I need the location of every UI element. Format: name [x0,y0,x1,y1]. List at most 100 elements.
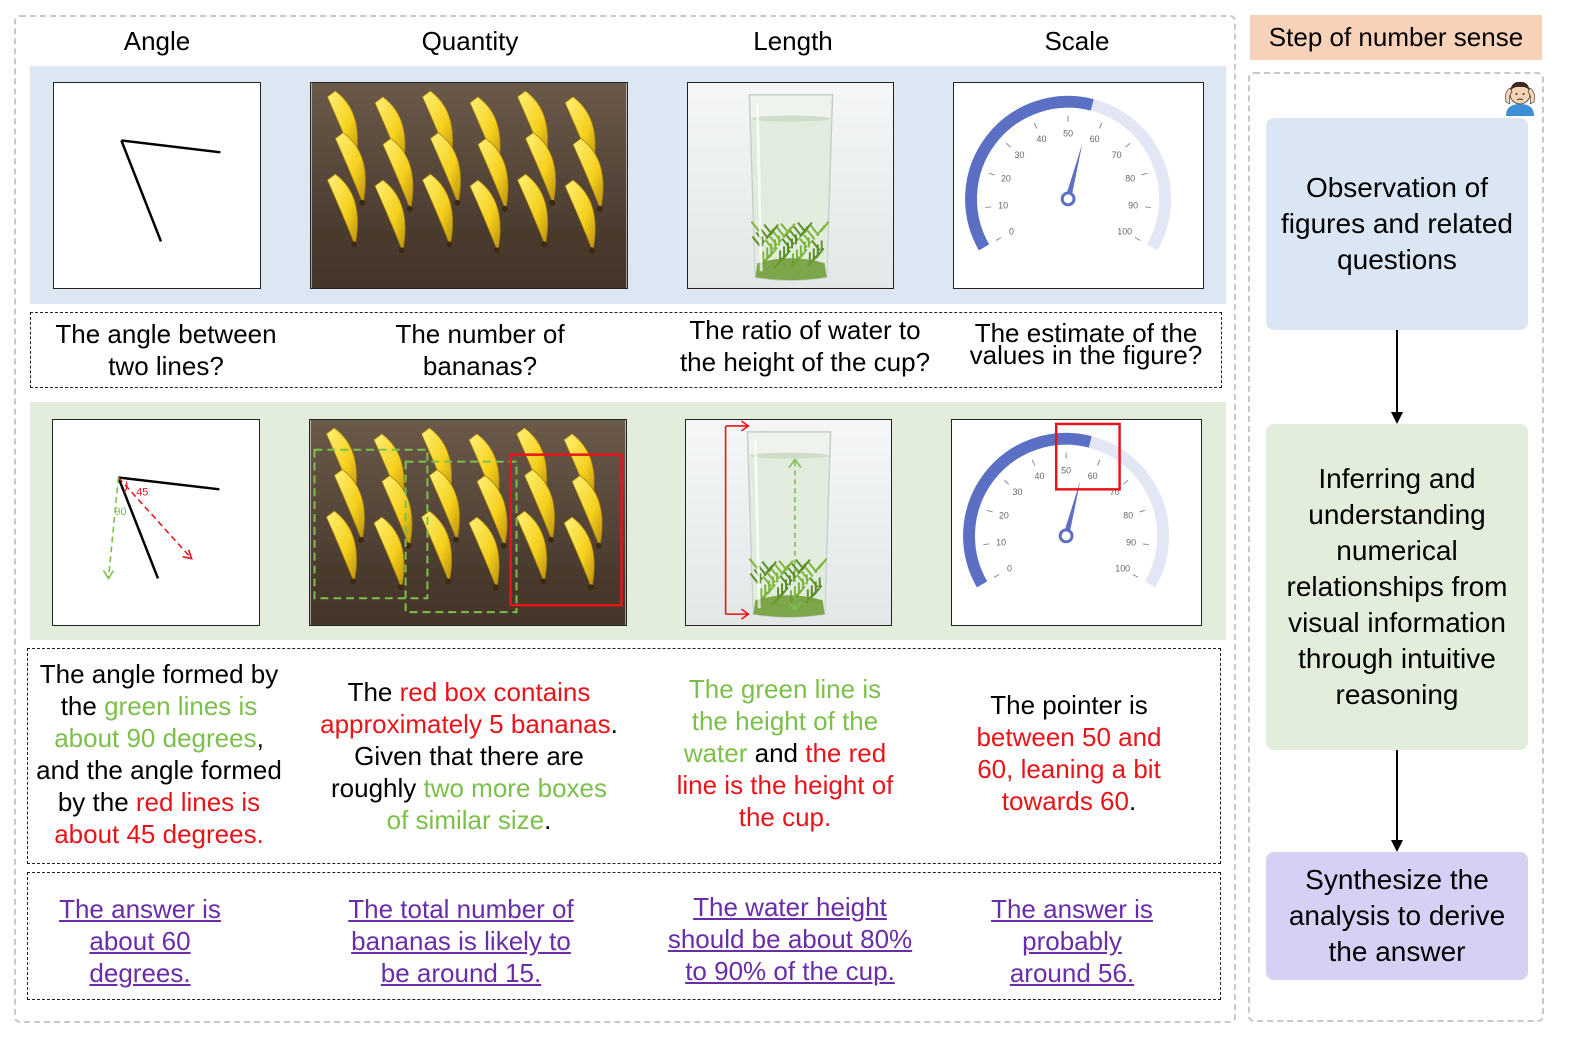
gauge-tick-label: 70 [1112,150,1122,160]
step-observation: Observation of figures and related quest… [1266,118,1528,330]
column-header-scale: Scale [1044,26,1110,56]
answers-box [27,872,1221,1000]
analysis-angle-line-4: and the angle formed [36,755,282,785]
analysis-quantity-line-2: approximately 5 bananas. [320,709,618,739]
cup-analysis-photo [685,419,892,626]
gauge-tick-label: 90 [1126,538,1136,548]
gauge-tick-label: 40 [1037,134,1047,144]
gauge-analysis-illustration: 0 10 20 30 40 50 60 70 80 90 100 [963,422,1170,588]
answer-quantity: The total number of bananas is likely to… [330,893,592,989]
gauge-tick-label: 60 [1090,134,1100,144]
answer-scale-line-3: around 56. [1009,958,1135,988]
gauge-pointer [1065,143,1083,200]
answer-length-line-2: should be about 80% [667,924,913,954]
analysis-angle-line-6: about 45 degrees. [54,819,264,849]
arrow-down-icon [1391,840,1403,852]
gauge-pointer [1063,480,1081,537]
analysis-angle-line-2: the green lines is [60,691,258,721]
angle-lines-drawing [120,139,221,242]
gauge-highlight-box [1054,422,1121,491]
column-header-quantity: Quantity [421,26,519,56]
answer-length-line-3: to 90% of the cup. [685,956,895,986]
answer-quantity-line-1: The total number of [348,894,574,924]
gauge-tick-label: 30 [1015,150,1025,160]
question-angle-line-1: The angle between [55,319,277,349]
gauge-tick-label: 100 [1115,564,1130,574]
analysis-length-line-4: line is the height of [676,770,894,800]
steps-frame [1248,72,1544,1022]
arrow-line-1 [1396,330,1398,414]
angle-analysis-drawing: 45 90 [102,476,220,580]
gauge-analysis-figure: 0 10 20 30 40 50 60 70 80 90 100 [951,419,1202,626]
question-quantity: The number of bananas? [350,318,610,382]
analysis-quantity-line-1: The red box contains [347,677,591,707]
analysis-angle-line-5: by the red lines is [57,787,261,817]
answer-angle-line-1: The answer is [59,894,221,924]
cup-photo [687,82,894,289]
answer-scale: The answer is probably around 56. [962,893,1182,989]
gauge-tick-label: 40 [1035,471,1045,481]
gauge-tick-label: 10 [998,201,1008,211]
step-inferring: Inferring and understanding numerical re… [1266,424,1528,750]
analysis-quantity-line-3: Given that there are [354,741,584,771]
arrow-line-2 [1396,750,1398,842]
answer-quantity-line-2: bananas is likely to [351,926,571,956]
confused-person-icon [1500,76,1540,116]
bananas-illustration [311,83,627,288]
angle-label-90: 90 [114,506,126,518]
analysis-length-line-5: the cup. [738,802,832,832]
angle-figure [53,82,261,289]
step-synthesize: Synthesize the analysis to derive the an… [1266,852,1528,980]
gauge-tick-label: 10 [996,538,1006,548]
angle-label-45: 45 [136,486,148,498]
cup-illustration [688,83,893,288]
gauge-tick-label: 20 [1001,174,1011,184]
question-scale-line-2: values in the figure? [969,340,1203,370]
column-header-angle: Angle [123,26,191,56]
gauge-figure: 0 10 20 30 40 50 60 70 80 90 100 [953,82,1204,289]
answer-angle-line-3: degrees. [89,958,191,988]
answer-angle: The answer is about 60 degrees. [30,893,250,989]
cup-analysis-illustration [686,420,891,625]
gauge-tick-label: 50 [1063,128,1073,138]
bananas-analysis-illustration [310,420,626,625]
question-scale-line-1: The estimate of the [974,318,1198,348]
analysis-length: The green line is the height of the wate… [660,673,910,833]
gauge-tick-label: 0 [1007,564,1012,574]
gauge-tick-label: 0 [1009,227,1014,237]
angle-analysis-figure: 45 90 [52,419,260,626]
question-quantity-line-1: The number of [395,319,565,349]
answer-length: The water height should be about 80% to … [652,891,928,987]
analysis-scale: The pointer is between 50 and 60, leanin… [955,689,1183,817]
questions-box [30,312,1222,388]
analysis-quantity: The red box contains approximately 5 ban… [310,676,628,836]
analysis-scale-line-2: between 50 and [976,722,1162,752]
question-length-line-1: The ratio of water to [689,315,921,345]
bananas-photo [310,82,628,289]
analysis-length-line-1: The green line is [688,674,882,704]
gauge-tick-label: 80 [1125,174,1135,184]
arrow-down-icon [1391,412,1403,424]
steps-title: Step of number sense [1250,15,1542,60]
column-header-length: Length [753,26,833,56]
answer-scale-line-2: probably [1022,926,1122,956]
gauge-tick-label: 80 [1123,511,1133,521]
analysis-quantity-line-4: roughly two more boxes [330,773,608,803]
gauge-tick-label: 70 [1110,487,1120,497]
question-angle: The angle between two lines? [36,318,296,382]
gauge-tick-label: 20 [999,511,1009,521]
analysis-length-line-3: water and the red [683,738,887,768]
analysis-scale-line-4: towards 60. [1001,786,1137,816]
question-angle-line-2: two lines? [108,351,224,381]
gauge-tick-label: 100 [1117,227,1132,237]
question-length-line-2: the height of the cup? [679,347,931,377]
analysis-angle-line-1: The angle formed by [39,659,279,689]
analysis-box [27,648,1221,864]
analysis-angle-line-3: about 90 degrees, [54,723,264,753]
analysis-length-line-2: the height of the [691,706,879,736]
answer-angle-line-2: about 60 [89,926,191,956]
examples-frame [14,15,1236,1023]
answer-length-line-1: The water height [693,892,887,922]
answer-scale-line-1: The answer is [991,894,1153,924]
gauge-illustration: 0 10 20 30 40 50 60 70 80 90 100 [965,95,1172,251]
